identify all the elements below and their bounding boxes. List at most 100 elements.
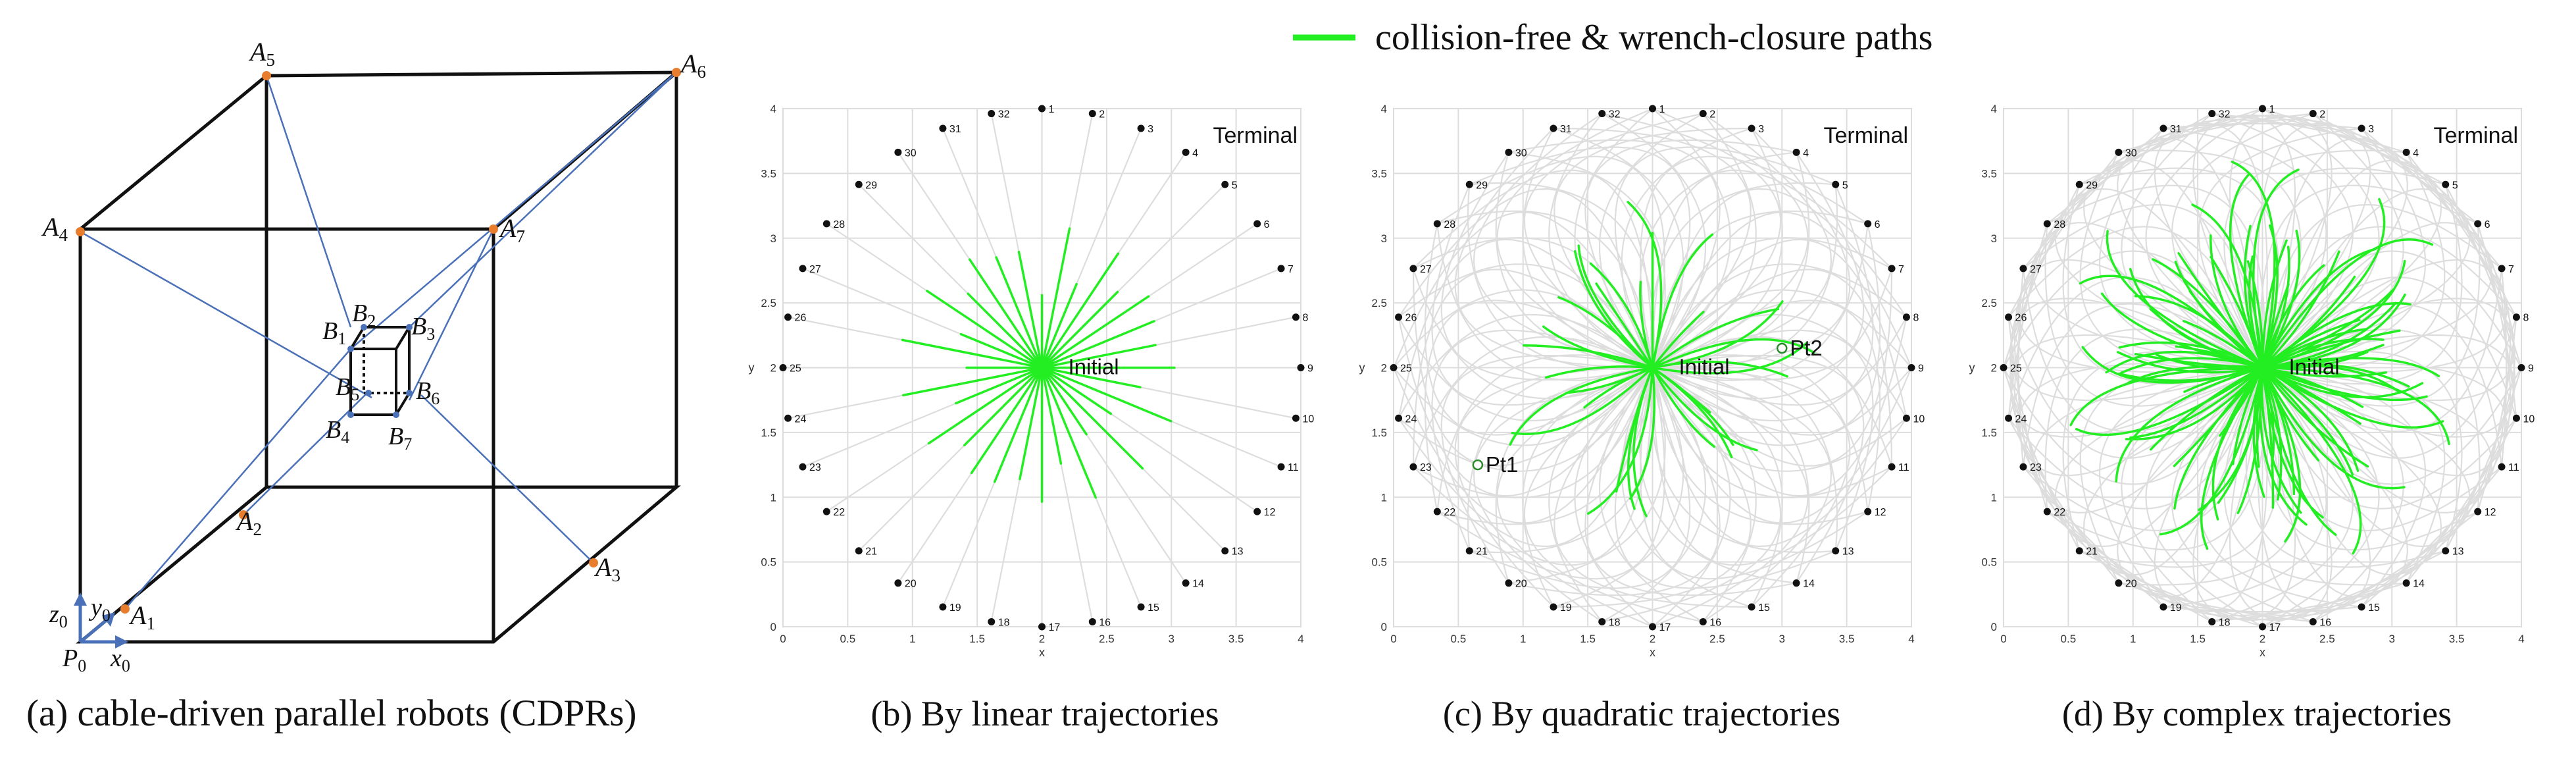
target-label-14: 14 bbox=[1803, 579, 1815, 590]
target-label-19: 19 bbox=[2170, 602, 2182, 614]
initial-label: Initial bbox=[1069, 355, 1119, 379]
target-point-11 bbox=[2498, 463, 2506, 471]
target-point-16 bbox=[1088, 618, 1096, 625]
caption-a: (a) cable-driven parallel robots (CDPRs) bbox=[26, 693, 637, 734]
target-label-28: 28 bbox=[2054, 219, 2065, 230]
x-axis-label: x bbox=[1650, 646, 1655, 659]
target-point-15 bbox=[1748, 603, 1755, 611]
feasible-segment-13-1 bbox=[2261, 364, 2400, 392]
target-label-19: 19 bbox=[1560, 602, 1572, 614]
target-point-18 bbox=[2208, 618, 2216, 625]
y-tick-label: 0.5 bbox=[1981, 556, 1997, 569]
target-label-23: 23 bbox=[1420, 462, 1432, 473]
target-label-31: 31 bbox=[1560, 124, 1572, 135]
legend-label: collision-free & wrench-closure paths bbox=[1375, 17, 1932, 58]
trajectory-21-4 bbox=[1469, 367, 1691, 589]
trajectory-23-3 bbox=[1413, 367, 1654, 498]
trajectory-16-4 bbox=[2262, 367, 2492, 623]
y-axis-label: y bbox=[749, 361, 755, 375]
target-label-7: 7 bbox=[1898, 264, 1904, 275]
anchor-a6 bbox=[672, 68, 681, 77]
y-tick-label: 2 bbox=[770, 362, 776, 375]
target-label-17: 17 bbox=[1659, 622, 1671, 633]
x-tick-label: 4 bbox=[2518, 633, 2524, 645]
feasible-segment-32 bbox=[1573, 250, 1654, 369]
y-tick-label: 4 bbox=[770, 103, 776, 115]
x-tick-label: 3 bbox=[1779, 633, 1785, 645]
target-label-26: 26 bbox=[1405, 313, 1417, 324]
feasible-segment-30-2 bbox=[2177, 251, 2264, 369]
anchor-a4 bbox=[76, 227, 85, 236]
label-b6: B6 bbox=[416, 377, 440, 408]
target-point-30 bbox=[894, 148, 902, 156]
y-tick-label: 2.5 bbox=[1371, 297, 1387, 309]
feasible-segment-30 bbox=[968, 258, 1044, 369]
target-label-7: 7 bbox=[2508, 264, 2514, 275]
trajectory-17-3 bbox=[1652, 367, 1731, 627]
trajectory-9-4 bbox=[1652, 211, 1913, 368]
y-axis-label: y bbox=[1969, 361, 1975, 375]
y-tick-label: 3.5 bbox=[1371, 167, 1387, 180]
label-a4: A4 bbox=[41, 212, 68, 245]
target-label-25: 25 bbox=[790, 363, 801, 375]
x-tick-label: 2 bbox=[1650, 633, 1655, 645]
trajectory-31-4 bbox=[2017, 128, 2263, 373]
target-label-18: 18 bbox=[2219, 617, 2231, 628]
trajectory-28-3 bbox=[2044, 223, 2263, 407]
feasible-segment-31 bbox=[1542, 325, 1654, 369]
target-label-4: 4 bbox=[2413, 147, 2419, 159]
trajectory-28-3 bbox=[1436, 223, 1653, 381]
target-label-32: 32 bbox=[2219, 109, 2231, 120]
feasible-segment-23 bbox=[1544, 365, 1654, 379]
target-point-8 bbox=[1292, 313, 1300, 321]
target-label-15: 15 bbox=[1148, 602, 1159, 614]
target-label-3: 3 bbox=[1148, 124, 1153, 135]
y-tick-label: 1.5 bbox=[761, 427, 776, 439]
trajectory-27-3 bbox=[1412, 268, 1653, 400]
trajectory-30-4 bbox=[2009, 151, 2263, 402]
caption-c: (c) By quadratic trajectories bbox=[1443, 694, 1840, 733]
x-tick-label: 0 bbox=[1390, 633, 1396, 645]
y-tick-label: 1.5 bbox=[1981, 427, 1997, 439]
label-a7: A7 bbox=[498, 213, 525, 246]
trajectory-17-4 bbox=[1652, 367, 1809, 628]
target-label-1: 1 bbox=[2269, 104, 2275, 115]
trajectory-12-4 bbox=[2261, 259, 2512, 512]
target-label-9: 9 bbox=[1918, 363, 1924, 375]
feasible-segment-22-1 bbox=[2198, 366, 2264, 512]
trajectory-32-1 bbox=[2211, 113, 2442, 369]
target-label-5: 5 bbox=[1232, 180, 1238, 191]
target-label-8: 8 bbox=[2523, 313, 2529, 324]
target-point-29 bbox=[1465, 180, 1473, 188]
feasible-segment-3 bbox=[1040, 282, 1078, 369]
target-label-19: 19 bbox=[949, 602, 961, 614]
feasible-segment-18-3 bbox=[2261, 366, 2354, 476]
trajectory-25-4 bbox=[1392, 367, 1654, 524]
feasible-segment-7 bbox=[1040, 320, 1155, 369]
feasible-segment-16-1 bbox=[2261, 366, 2360, 472]
y-tick-label: 1 bbox=[1991, 491, 1997, 504]
feasible-segment-11 bbox=[1040, 366, 1173, 423]
target-label-1: 1 bbox=[1659, 104, 1665, 115]
feasible-segment-6 bbox=[1040, 295, 1150, 369]
anchor-a3 bbox=[589, 558, 598, 567]
feasible-segment-3-1 bbox=[2261, 250, 2340, 369]
target-label-3: 3 bbox=[2368, 124, 2374, 135]
target-point-26 bbox=[2005, 313, 2013, 321]
trajectory-11-4 bbox=[2261, 222, 2508, 467]
terminal-label: Terminal bbox=[1213, 123, 1298, 148]
target-point-24 bbox=[784, 414, 792, 422]
cables bbox=[80, 72, 677, 610]
feasible-segment-26 bbox=[901, 338, 1044, 369]
target-label-10: 10 bbox=[2523, 413, 2535, 425]
target-point-25 bbox=[2000, 364, 2008, 371]
trajectory-26-4 bbox=[1398, 317, 1654, 497]
target-point-17 bbox=[1038, 623, 1046, 631]
feasible-segment-5 bbox=[1040, 290, 1119, 369]
target-label-13: 13 bbox=[1842, 546, 1854, 558]
trajectory-20-4 bbox=[1508, 367, 1721, 596]
feasible-trajectories bbox=[901, 227, 1176, 503]
target-label-15: 15 bbox=[1758, 602, 1770, 614]
trajectory-27-3 bbox=[2022, 268, 2263, 433]
trajectory-18-4 bbox=[1602, 367, 1782, 623]
